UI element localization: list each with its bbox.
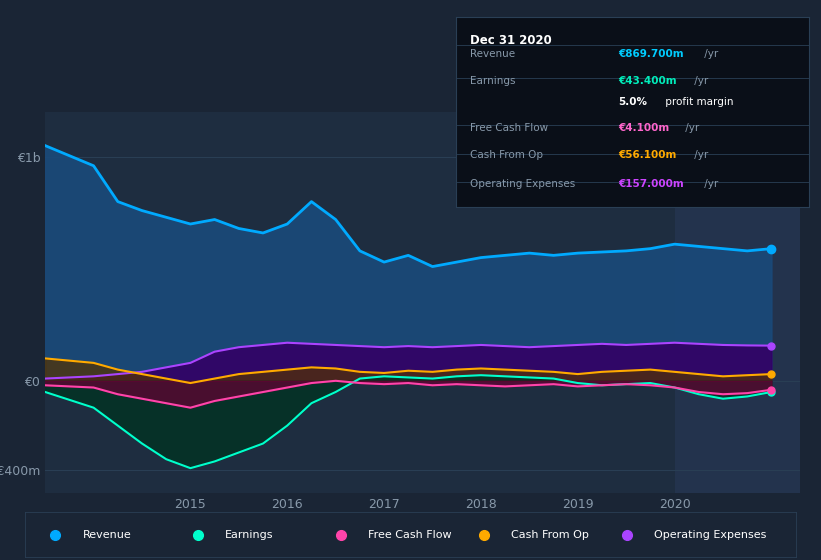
- Text: /yr: /yr: [682, 123, 699, 133]
- Text: Cash From Op: Cash From Op: [511, 530, 589, 540]
- Text: €56.100m: €56.100m: [618, 150, 677, 160]
- Bar: [675, 112, 800, 493]
- Text: Earnings: Earnings: [470, 76, 516, 86]
- Text: Free Cash Flow: Free Cash Flow: [368, 530, 452, 540]
- Text: /yr: /yr: [691, 76, 709, 86]
- Text: Operating Expenses: Operating Expenses: [470, 179, 575, 189]
- Text: Cash From Op: Cash From Op: [470, 150, 543, 160]
- Text: €4.100m: €4.100m: [618, 123, 669, 133]
- Text: Revenue: Revenue: [83, 530, 131, 540]
- Text: €157.000m: €157.000m: [618, 179, 684, 189]
- Text: /yr: /yr: [700, 179, 718, 189]
- Text: Operating Expenses: Operating Expenses: [654, 530, 766, 540]
- Text: /yr: /yr: [700, 49, 718, 59]
- Text: /yr: /yr: [691, 150, 709, 160]
- Text: Free Cash Flow: Free Cash Flow: [470, 123, 548, 133]
- Text: €869.700m: €869.700m: [618, 49, 684, 59]
- Text: profit margin: profit margin: [663, 97, 734, 107]
- Text: Earnings: Earnings: [225, 530, 273, 540]
- Text: Dec 31 2020: Dec 31 2020: [470, 34, 552, 47]
- Text: Revenue: Revenue: [470, 49, 515, 59]
- Text: €43.400m: €43.400m: [618, 76, 677, 86]
- Text: 5.0%: 5.0%: [618, 97, 647, 107]
